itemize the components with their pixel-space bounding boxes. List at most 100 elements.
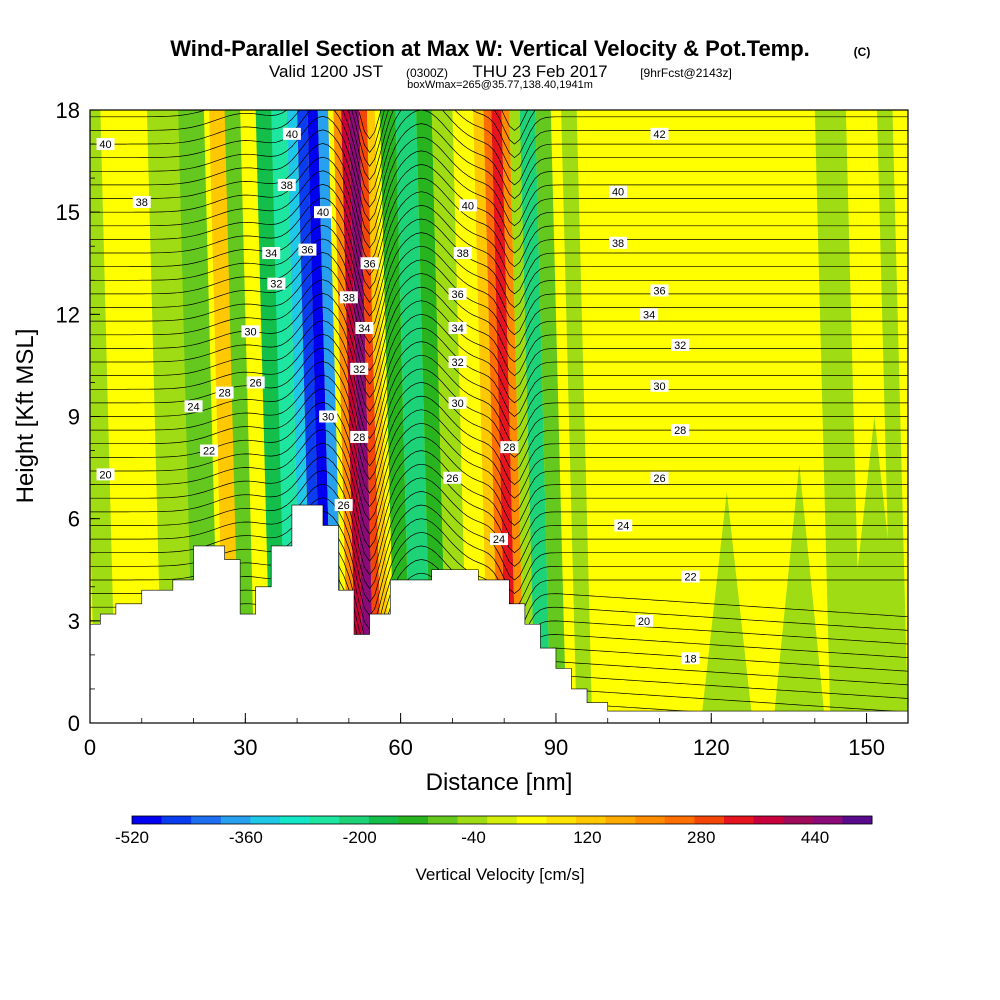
contour-label-bg bbox=[650, 127, 669, 140]
colorbar-swatch bbox=[368, 816, 399, 824]
velocity-band bbox=[341, 110, 365, 723]
subtitle-box-wmax: boxWmax=265@35.77,138.40,1941m bbox=[407, 79, 593, 91]
contour-label: 34 bbox=[355, 321, 374, 335]
y-tick-label: 18 bbox=[56, 98, 80, 123]
colorbar-swatch bbox=[457, 816, 488, 824]
contour-label: 32 bbox=[671, 338, 690, 352]
contour-label-bg bbox=[650, 379, 669, 392]
theta-contour-line bbox=[90, 265, 908, 372]
contour-label-text: 26 bbox=[446, 473, 458, 485]
subtitle-date: THU 23 Feb 2017 bbox=[472, 62, 607, 81]
contour-label-bg bbox=[671, 424, 690, 437]
colorbar-swatch bbox=[664, 816, 695, 824]
contour-label-text: 36 bbox=[451, 289, 463, 301]
contour-label-text: 38 bbox=[343, 292, 355, 304]
colorbar-swatch bbox=[783, 816, 814, 824]
contour-label-bg bbox=[262, 247, 281, 260]
theta-contour-line bbox=[90, 306, 908, 413]
colorbar-swatch bbox=[605, 816, 636, 824]
contour-label-text: 36 bbox=[653, 285, 665, 297]
contour-label-text: 30 bbox=[244, 326, 256, 338]
theta-contour-line bbox=[90, 184, 908, 290]
x-tick-label: 0 bbox=[84, 735, 96, 760]
velocity-band bbox=[501, 110, 525, 723]
contour-label-text: 28 bbox=[218, 388, 230, 400]
contour-label-bg bbox=[339, 291, 358, 304]
y-tick-label: 0 bbox=[68, 711, 80, 736]
theta-contour-line bbox=[90, 497, 908, 603]
x-tick-label: 30 bbox=[233, 735, 257, 760]
theta-contour-line bbox=[90, 129, 908, 235]
contour-label-text: 30 bbox=[451, 398, 463, 410]
terrain-mask bbox=[90, 504, 908, 723]
theta-contour-labels: 40 38 40 38 40 36 34 32 30 28 26 24 22 20 30 26 36 38 34 32… bbox=[96, 127, 700, 665]
contour-label: 40 bbox=[96, 138, 115, 151]
contour-label-bg bbox=[96, 468, 115, 481]
colorbar-swatch bbox=[724, 816, 755, 824]
contour-label: 28 bbox=[500, 441, 519, 454]
contour-label: 20 bbox=[96, 468, 115, 481]
velocity-band bbox=[348, 110, 375, 723]
contour-label-text: 38 bbox=[281, 180, 293, 192]
x-tick-label: 120 bbox=[693, 735, 730, 760]
contour-label-bg bbox=[319, 410, 338, 423]
subtitle-forecast: [9hrFcst@2143z] bbox=[640, 66, 732, 80]
colorbar-swatch bbox=[191, 816, 222, 824]
contour-label-bg bbox=[490, 533, 508, 546]
contour-label-text: 34 bbox=[451, 323, 463, 335]
contour-label-bg bbox=[313, 206, 332, 219]
contour-label-bg bbox=[132, 195, 151, 208]
theta-contour-line bbox=[90, 320, 908, 426]
contour-label-bg bbox=[277, 178, 296, 191]
contour-label: 32 bbox=[448, 356, 467, 369]
contour-label: 30 bbox=[241, 325, 260, 338]
theta-contour-line bbox=[90, 442, 908, 549]
velocity-band bbox=[519, 110, 551, 723]
contour-label-bg bbox=[681, 652, 700, 665]
contour-label-bg bbox=[448, 396, 467, 409]
theta-contour-line bbox=[90, 483, 908, 590]
contour-label-bg bbox=[443, 471, 462, 484]
contour-label-text: 34 bbox=[265, 248, 277, 260]
contour-label: 30 bbox=[319, 410, 338, 424]
contour-label-bg bbox=[650, 471, 669, 484]
colorbar-tick-label: -200 bbox=[343, 828, 377, 847]
contour-label: 20 bbox=[634, 614, 653, 628]
contour-label: 40 bbox=[313, 206, 332, 219]
contour-label-text: 34 bbox=[643, 309, 655, 321]
colorbar-label: Vertical Velocity [cm/s] bbox=[415, 865, 584, 884]
colorbar-tick-label: -40 bbox=[461, 828, 486, 847]
contour-label: 28 bbox=[350, 430, 369, 444]
contour-label: 22 bbox=[200, 444, 219, 458]
contour-label-bg bbox=[448, 356, 467, 369]
y-axis: 0 3 6 9 12 15 18 bbox=[56, 98, 100, 736]
contour-label-bg bbox=[609, 236, 628, 249]
velocity-band bbox=[395, 110, 432, 723]
contour-label-text: 36 bbox=[301, 245, 313, 257]
contour-label-bg bbox=[614, 519, 633, 532]
contour-label-text: 24 bbox=[617, 520, 629, 532]
contour-label: 30 bbox=[448, 396, 467, 410]
contour-label-text: 40 bbox=[462, 200, 474, 212]
contour-label: 26 bbox=[443, 471, 462, 485]
contour-label-bg bbox=[215, 386, 234, 399]
colorbar-frame bbox=[131, 815, 873, 825]
contour-label-bg bbox=[609, 185, 628, 198]
contour-label-text: 20 bbox=[638, 616, 650, 628]
contour-label: 24 bbox=[614, 519, 633, 532]
contour-label-text: 32 bbox=[270, 279, 282, 291]
contour-label: 24 bbox=[490, 533, 508, 546]
velocity-band bbox=[840, 416, 908, 723]
contour-label: 28 bbox=[671, 424, 690, 437]
theta-contour-line bbox=[90, 211, 908, 317]
contour-label: 40 bbox=[609, 185, 628, 199]
contour-label-bg bbox=[453, 247, 472, 260]
theta-contour-line bbox=[358, 110, 528, 140]
contour-label: 24 bbox=[184, 400, 203, 413]
y-tick-label: 6 bbox=[68, 507, 80, 532]
colorbar-tick-label: -520 bbox=[115, 828, 149, 847]
contour-label-text: 42 bbox=[653, 129, 665, 141]
contour-label-text: 30 bbox=[653, 381, 665, 393]
contour-label-bg bbox=[96, 138, 115, 151]
